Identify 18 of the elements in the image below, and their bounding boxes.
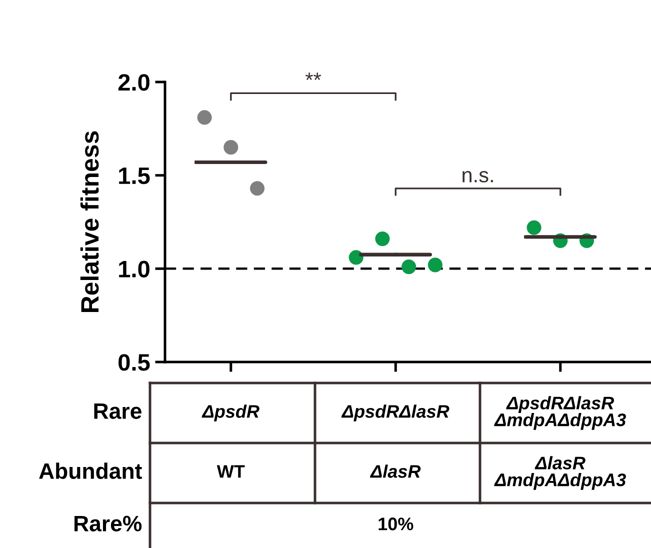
- text: ΔlasR: [534, 456, 586, 470]
- y-axis-title: Relative fitness: [80, 131, 99, 312]
- text: ΔmdpAΔdppA3: [494, 473, 626, 490]
- y-tick-label: 1.0: [119, 260, 150, 278]
- text: ΔlasR: [370, 464, 421, 478]
- y-tick-label: 2.0: [118, 74, 150, 91]
- y-tick-label: 0.5: [118, 354, 150, 371]
- text: WT: [216, 465, 245, 478]
- x-tick-label: ΔpsdR: [202, 404, 260, 422]
- x-tick-label: ΔpsdRΔlasR: [341, 404, 450, 422]
- annotation: n.s.: [462, 171, 493, 182]
- x-tick-label: ΔpsdRΔlasR ΔmdpAΔdppA3: [494, 396, 626, 430]
- text: **: [306, 72, 322, 80]
- y-tick-label: 1.5: [119, 168, 150, 184]
- text: Abundant: [39, 462, 142, 479]
- text: Rare: [94, 403, 142, 419]
- text: Rare%: [74, 516, 142, 532]
- text: 10%: [378, 518, 414, 530]
